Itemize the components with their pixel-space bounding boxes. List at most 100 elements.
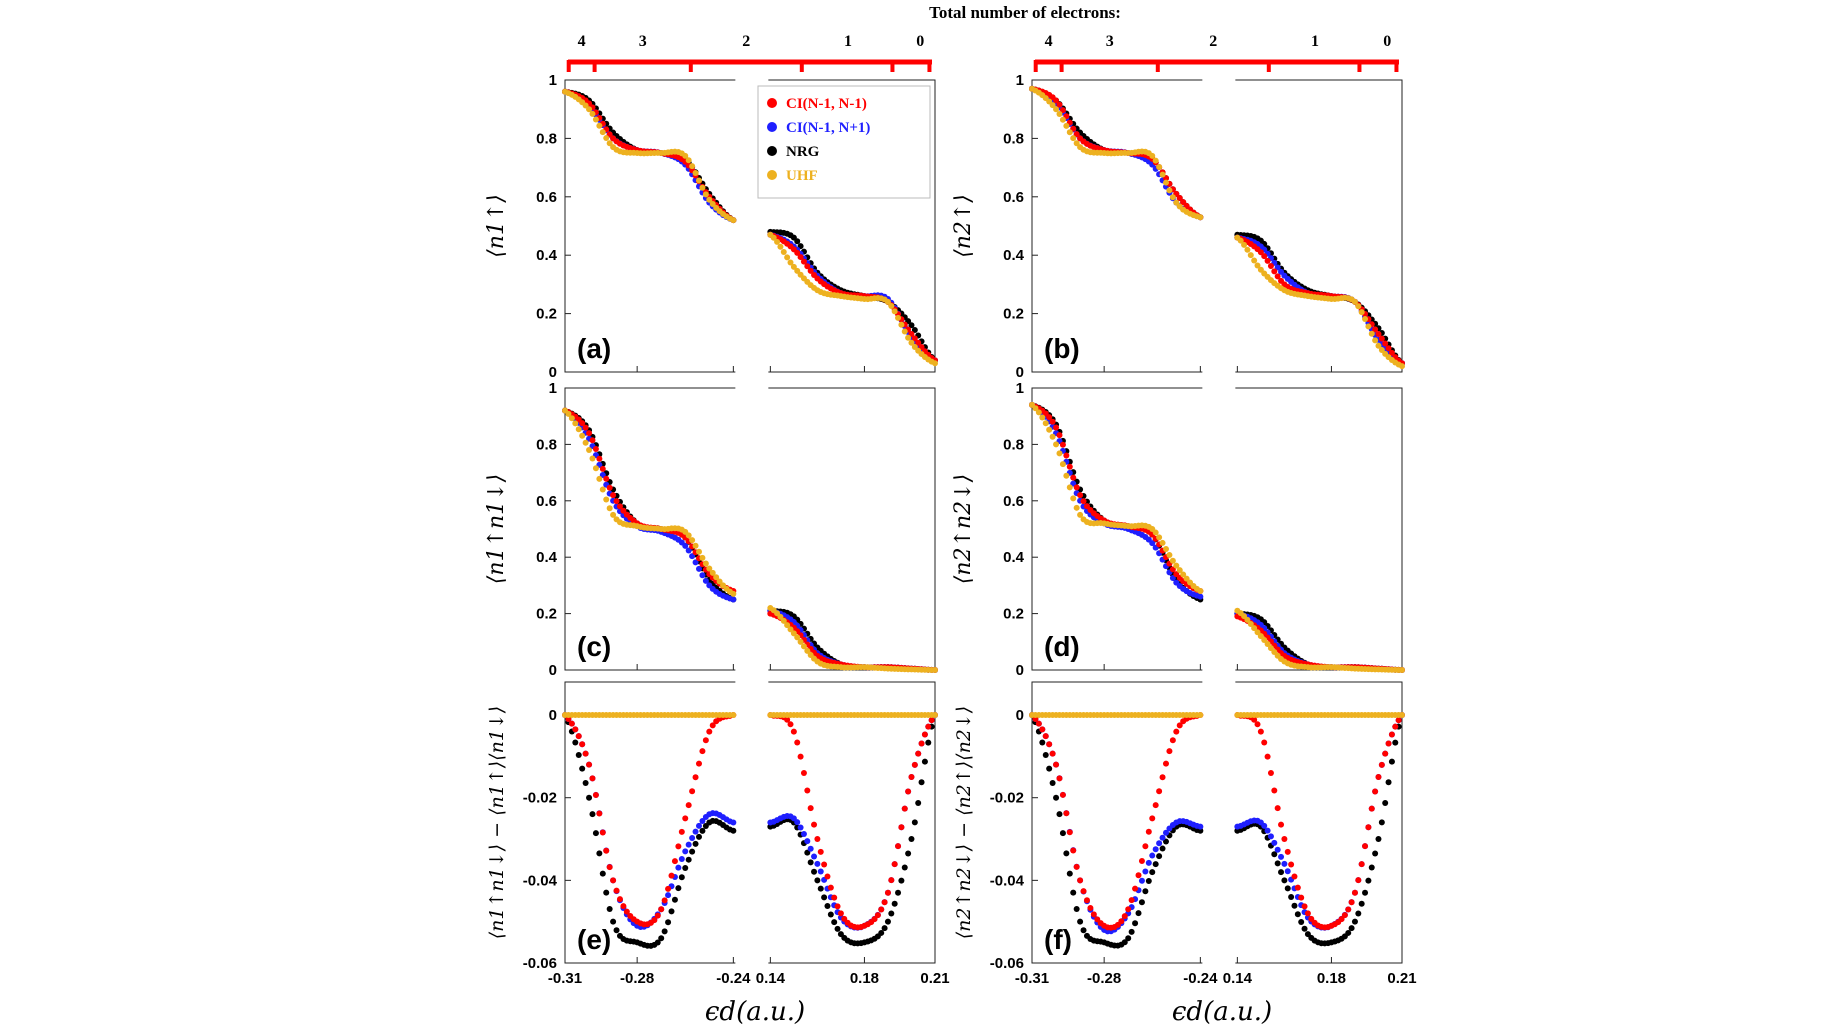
legend-entry: UHF (786, 168, 818, 184)
data-point (671, 858, 678, 865)
data-point (878, 906, 885, 913)
top-axis-title: Total number of electrons: (929, 3, 1121, 22)
data-point (589, 811, 596, 818)
data-point (1261, 636, 1268, 643)
data-point (794, 739, 801, 746)
data-point (572, 420, 579, 427)
data-point (1059, 791, 1066, 798)
data-point (1358, 861, 1365, 868)
data-point (1066, 129, 1073, 136)
data-point (1152, 861, 1159, 868)
data-point (1128, 897, 1135, 904)
data-point (831, 894, 838, 901)
plot-frame (564, 387, 936, 671)
data-point (1375, 836, 1382, 843)
data-point (603, 496, 610, 503)
data-point (1197, 593, 1204, 600)
data-point (1059, 116, 1066, 123)
data-point (1063, 472, 1070, 479)
data-point (1059, 830, 1066, 837)
data-point (1301, 925, 1308, 932)
data-point (682, 542, 689, 549)
x-tick-label: -0.24 (716, 970, 751, 987)
data-point (1267, 833, 1274, 840)
data-point (1278, 869, 1285, 876)
data-point (787, 259, 794, 266)
axis-break-top (1202, 680, 1236, 684)
y-tick-label: -0.06 (990, 955, 1024, 972)
data-point (689, 848, 696, 855)
data-point (1257, 728, 1264, 735)
data-point (589, 775, 596, 782)
data-point (616, 896, 623, 903)
data-point (1267, 770, 1274, 777)
data-point (596, 122, 603, 129)
data-point (689, 788, 696, 795)
data-point (1274, 860, 1281, 867)
data-point (908, 774, 915, 781)
data-point (579, 765, 586, 772)
data-point (881, 925, 888, 932)
y-axis-label: ⟨n1↑⟩ (484, 194, 509, 258)
data-point (1166, 552, 1173, 559)
data-point (1070, 474, 1077, 481)
top-electron-axis-left: 4 3 2 1 0 (566, 33, 932, 72)
data-point (586, 761, 593, 768)
data-point (1077, 877, 1084, 884)
data-point (784, 716, 791, 723)
y-tick-label: 0.8 (536, 436, 557, 453)
y-tick-label: -0.04 (523, 872, 558, 889)
data-point (888, 302, 895, 309)
data-point (888, 910, 895, 917)
data-point (841, 915, 848, 922)
x-tick-label: -0.28 (620, 970, 654, 987)
data-point (1046, 765, 1053, 772)
legend-box (757, 85, 931, 199)
data-point (1063, 810, 1070, 817)
data-point (1197, 712, 1204, 719)
data-point (794, 267, 801, 274)
data-point (665, 919, 672, 926)
data-point (811, 868, 818, 875)
data-point (658, 906, 665, 913)
data-point (824, 903, 831, 910)
data-point (1094, 916, 1101, 923)
data-point (1080, 927, 1087, 934)
data-point (1395, 717, 1402, 724)
axis-break-top (735, 78, 769, 82)
data-point (1156, 840, 1163, 847)
axis-break-bottom (1202, 668, 1236, 672)
data-point (1304, 910, 1311, 917)
data-point (1066, 463, 1073, 470)
data-point (623, 908, 630, 915)
data-point (1264, 257, 1271, 264)
data-point (709, 722, 716, 729)
data-point (603, 135, 610, 142)
x-axis-label-right: ϵd(a.u.) (1172, 997, 1272, 1027)
data-point (1056, 450, 1063, 457)
data-point (1180, 571, 1187, 578)
data-point (1351, 298, 1358, 305)
data-point (1388, 758, 1395, 765)
data-point (1049, 780, 1056, 787)
data-point (1073, 906, 1080, 913)
data-point (1281, 877, 1288, 884)
data-point (1288, 894, 1295, 901)
data-point (790, 728, 797, 735)
data-point (790, 263, 797, 270)
data-point (1247, 620, 1254, 627)
data-point (610, 511, 617, 518)
y-tick-label: 0 (549, 662, 557, 679)
y-tick-label: 0 (549, 364, 557, 381)
data-point (1267, 263, 1274, 270)
data-point (1070, 847, 1077, 854)
data-point (1281, 836, 1288, 843)
data-point (589, 437, 596, 444)
data-point (692, 828, 699, 835)
data-point (1365, 877, 1372, 884)
data-point (1169, 557, 1176, 564)
data-point (1378, 335, 1385, 342)
plot-frame (1031, 681, 1403, 964)
panel-label: (d) (1044, 631, 1080, 662)
